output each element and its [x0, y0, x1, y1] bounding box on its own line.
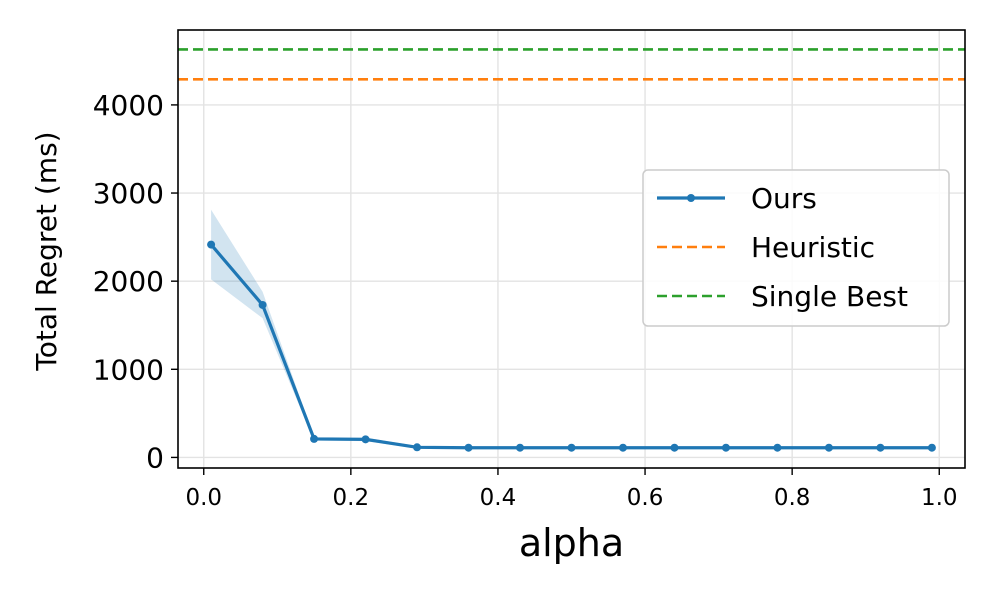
data-point	[824, 443, 833, 452]
axis-ticks: 0.0 0.2 0.4 0.6 0.8 1.0 0 1000 2000 3000 4000	[93, 89, 958, 511]
data-point	[258, 300, 267, 309]
legend-label-heuristic: Heuristic	[751, 231, 875, 264]
legend-box	[642, 169, 950, 327]
legend-label-ours: Ours	[751, 182, 817, 215]
plot-frame	[177, 29, 966, 469]
y-axis-title: Total Regret (ms)	[30, 131, 63, 371]
legend-marker-ours	[687, 194, 695, 202]
data-point	[927, 443, 936, 452]
y-tick-label: 0	[146, 441, 164, 474]
x-tick-label: 0.8	[774, 485, 811, 511]
data-point	[721, 443, 730, 452]
data-point	[464, 443, 473, 452]
x-tick-label: 0.4	[480, 485, 517, 511]
data-point	[361, 435, 370, 444]
series-layer	[207, 240, 936, 452]
data-point	[773, 443, 782, 452]
x-tick-label: 0.0	[185, 485, 222, 511]
data-point	[207, 240, 216, 249]
data-point	[310, 434, 319, 443]
x-tick-label: 0.2	[333, 485, 370, 511]
x-axis-title: alpha	[519, 521, 624, 565]
y-tick-label: 3000	[93, 177, 164, 210]
y-tick-label: 2000	[93, 265, 164, 298]
y-tick-label: 1000	[93, 353, 164, 386]
legend: Ours Heuristic Single Best	[642, 169, 950, 327]
x-tick-label: 1.0	[921, 485, 958, 511]
data-point	[567, 443, 576, 452]
reference-lines	[178, 48, 965, 81]
legend-label-single-best: Single Best	[751, 280, 908, 313]
data-point	[618, 443, 627, 452]
data-point	[876, 443, 885, 452]
y-tick-label: 4000	[93, 89, 164, 122]
x-tick-label: 0.6	[627, 485, 664, 511]
data-point	[516, 443, 525, 452]
data-point	[670, 443, 679, 452]
data-point	[413, 443, 422, 452]
